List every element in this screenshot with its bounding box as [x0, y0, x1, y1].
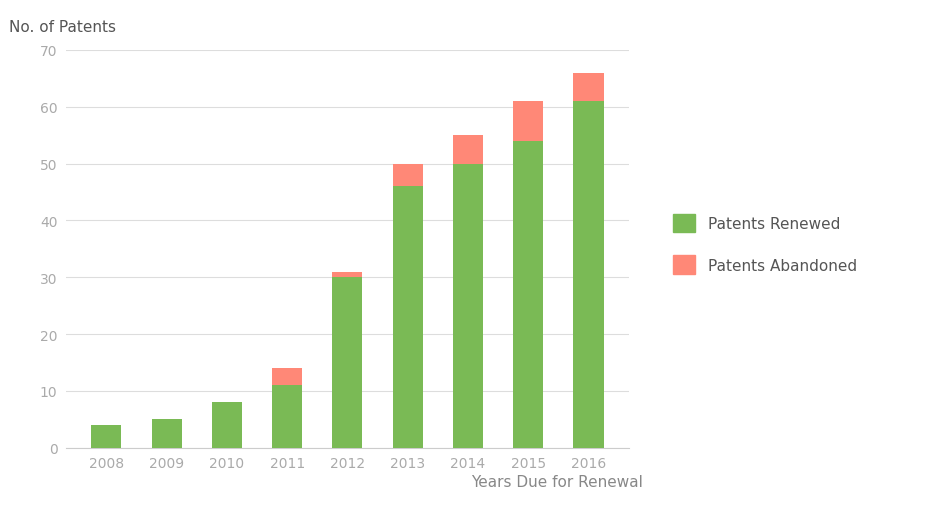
- Bar: [212, 403, 242, 448]
- Bar: [332, 272, 362, 278]
- Bar: [453, 164, 483, 448]
- Bar: [453, 136, 483, 164]
- Bar: [91, 425, 121, 448]
- Bar: [332, 278, 362, 448]
- Bar: [574, 102, 604, 448]
- Bar: [272, 369, 302, 385]
- Text: No. of Patents: No. of Patents: [9, 20, 116, 35]
- Bar: [393, 164, 423, 187]
- Bar: [151, 419, 182, 448]
- Bar: [393, 187, 423, 448]
- Text: Years Due for Renewal: Years Due for Renewal: [471, 474, 643, 489]
- Bar: [513, 142, 544, 448]
- Bar: [272, 385, 302, 448]
- Legend: Patents Renewed, Patents Abandoned: Patents Renewed, Patents Abandoned: [665, 207, 865, 282]
- Bar: [513, 102, 544, 142]
- Bar: [574, 74, 604, 102]
